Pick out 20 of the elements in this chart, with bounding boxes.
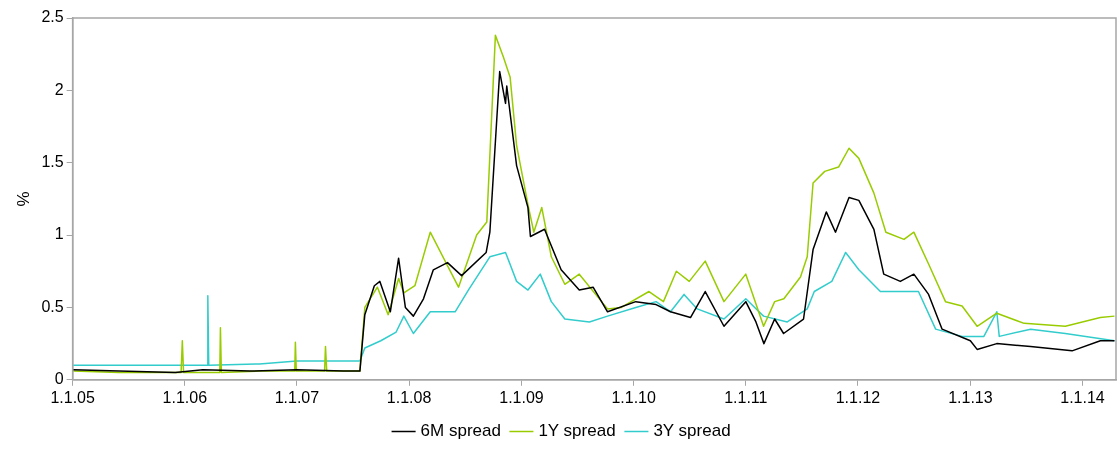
x-tick-label: 1.1.05: [50, 388, 95, 406]
x-tick-label: 1.1.07: [274, 388, 320, 406]
y-tick-label: 2: [54, 80, 64, 98]
y-tick-label: 0: [54, 370, 64, 388]
y-tick-label: 2.5: [41, 8, 64, 26]
legend-label: 3Y spread: [653, 421, 731, 441]
x-tick-label: 1.1.13: [948, 388, 993, 406]
y-tick-label: 1: [54, 225, 64, 243]
legend-label: 6M spread: [420, 421, 501, 441]
x-tick-label: 1.1.08: [386, 388, 432, 406]
legend-label: 1Y spread: [538, 421, 616, 441]
y-tick-label: 1.5: [41, 153, 64, 171]
x-tick-label: 1.1.10: [611, 388, 656, 406]
x-tick-label: 1.1.12: [835, 388, 881, 406]
y-axis-title: %: [13, 191, 33, 207]
x-tick-label: 1.1.11: [724, 388, 768, 406]
x-tick-label: 1.1.09: [499, 388, 544, 406]
x-tick-label: 1.1.14: [1060, 388, 1105, 406]
x-tick-label: 1.1.06: [162, 388, 208, 406]
y-tick-label: 0.5: [41, 297, 64, 315]
